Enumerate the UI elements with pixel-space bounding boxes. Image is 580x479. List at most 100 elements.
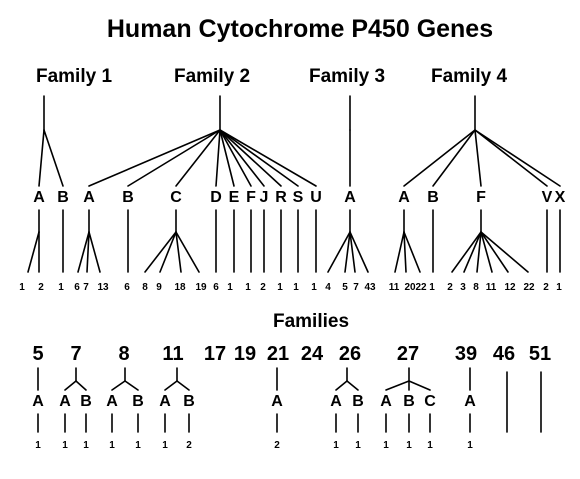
lower-family-8-sub-b-member: 1 [135, 440, 141, 451]
family-1-sub-b-member: 1 [58, 282, 64, 293]
lower-family-21-sub-a-letter: A [271, 393, 283, 410]
lower-family-27-branch [408, 380, 431, 391]
lower-family-8-sub-b-letter: B [132, 393, 144, 410]
family-1-sub-a-leaf-line [27, 231, 40, 273]
family-3-sub-a-leaf-line [327, 231, 351, 273]
family-4-sub-f-leaf-line [480, 231, 493, 273]
family-2-sub-a-member: 6 [74, 282, 80, 293]
family-4-sub-a-letter: A [398, 189, 410, 206]
family-4-sub-a-member: 20 [404, 282, 416, 293]
family-2-sub-r-letter: R [275, 189, 287, 206]
family-2-sub-c-branch [175, 129, 221, 187]
lower-family-7-sub-b-member: 1 [83, 440, 89, 451]
family-2-sub-b-branch [127, 129, 221, 187]
family-2-sub-a-leaf-line [86, 231, 90, 273]
lower-family-11-branch [164, 380, 178, 391]
lower-family-26-sub-b-member: 1 [355, 440, 361, 451]
family-4-sub-x-branch [474, 129, 561, 187]
family-2-sub-f-branch [219, 129, 252, 187]
diagram-title: Human Cytochrome P450 Genes [107, 15, 493, 43]
family-2-sub-c-member: 19 [195, 282, 207, 293]
family-2-sub-c-leaf-line [159, 231, 177, 273]
lower-family-11-sub-a-letter: A [159, 393, 171, 410]
family-3-sub-a-leaf-line [349, 231, 369, 273]
family-3-sub-a-member: 43 [364, 282, 376, 293]
lower-family-8-branch [111, 380, 126, 391]
family-4-sub-f-letter: F [476, 189, 486, 206]
family-1-sub-a-branch [38, 129, 45, 187]
family-1-sub-b-letter: B [57, 189, 69, 206]
lower-family-5-sub-a-member: 1 [35, 440, 41, 451]
family-2-sub-s-branch [219, 129, 299, 187]
family-2-sub-j-branch [219, 129, 265, 187]
family-4-sub-x-member: 1 [556, 282, 562, 293]
family-3-sub-a-member: 7 [353, 282, 359, 293]
lower-family-11-sub-a-member: 1 [162, 440, 168, 451]
lower-family-26-branch [346, 380, 359, 391]
family-4-sub-f-leaf-line [476, 231, 482, 273]
lower-family-27-label: 27 [397, 343, 419, 365]
family-4-label: Family 4 [431, 66, 507, 87]
lower-family-27-sub-a-letter: A [380, 393, 392, 410]
family-4-sub-a-branch [403, 129, 476, 187]
lower-family-7-sub-a-letter: A [59, 393, 71, 410]
family-4-sub-a-leaf-line [403, 231, 421, 273]
lower-family-21-label: 21 [267, 343, 289, 365]
lower-family-7-branch [75, 380, 87, 391]
lower-family-26-sub-b-letter: B [352, 393, 364, 410]
family-4-sub-x-letter: X [555, 189, 566, 206]
family-1-sub-a-letter: A [33, 189, 45, 206]
family-2-sub-r-branch [219, 129, 282, 187]
family-4-sub-f-member: 22 [523, 282, 535, 293]
family-1-label: Family 1 [36, 66, 112, 87]
family-2-sub-c-member: 9 [156, 282, 162, 293]
lower-family-8-sub-a-member: 1 [109, 440, 115, 451]
family-2-sub-j-letter: J [260, 189, 269, 206]
family-4-sub-f-leaf-line [463, 231, 482, 273]
family-4-sub-v-branch [474, 129, 548, 187]
family-3-sub-a-leaf-line [349, 231, 356, 273]
lower-family-8-branch [124, 380, 139, 391]
family-2-sub-d-member: 6 [213, 282, 219, 293]
family-2-sub-b-member: 6 [124, 282, 130, 293]
lower-family-7-label: 7 [70, 343, 81, 365]
lower-family-5-label: 5 [32, 343, 43, 365]
family-3-sub-a-member: 4 [325, 282, 331, 293]
family-4-sub-a-leaf-line [394, 231, 405, 273]
family-4-sub-v-letter: V [542, 189, 553, 206]
family-2-sub-a-letter: A [83, 189, 95, 206]
lower-family-39-sub-a-member: 1 [467, 440, 473, 451]
family-2-sub-a-member: 7 [83, 282, 89, 293]
lower-family-27-sub-c-letter: C [424, 393, 436, 410]
families-heading: Families [273, 311, 349, 332]
lower-family-26-label: 26 [339, 343, 361, 365]
lower-family-26-sub-a-letter: A [330, 393, 342, 410]
lower-family-46-label: 46 [493, 343, 515, 365]
lower-family-5-sub-a-letter: A [32, 393, 44, 410]
family-3-sub-a-leaf-line [344, 231, 351, 273]
family-4-sub-f-member: 8 [473, 282, 479, 293]
family-2-sub-c-leaf-line [144, 231, 177, 273]
family-2-sub-f-letter: F [246, 189, 256, 206]
family-2-sub-c-letter: C [170, 189, 182, 206]
lower-family-26-sub-a-member: 1 [333, 440, 339, 451]
lower-family-27-sub-b-letter: B [403, 393, 415, 410]
lower-family-11-sub-b-letter: B [183, 393, 195, 410]
family-2-sub-d-letter: D [210, 189, 222, 206]
family-4-sub-a-leaf-line [403, 231, 407, 273]
family-2-sub-u-branch [219, 129, 317, 187]
family-4-sub-f-member: 12 [504, 282, 516, 293]
family-2-sub-c-leaf-line [175, 231, 182, 273]
lower-family-11-branch [176, 380, 190, 391]
family-3-sub-a-member: 5 [342, 282, 348, 293]
family-2-sub-s-member: 1 [293, 282, 299, 293]
family-3-label: Family 3 [309, 66, 385, 87]
family-2-sub-s-letter: S [293, 189, 304, 206]
family-4-sub-f-leaf-line [480, 231, 529, 273]
lower-family-24-label: 24 [301, 343, 324, 365]
family-4-sub-b-member: 1 [429, 282, 435, 293]
lower-family-27-branch [385, 380, 410, 391]
family-2-sub-d-branch [215, 129, 221, 187]
